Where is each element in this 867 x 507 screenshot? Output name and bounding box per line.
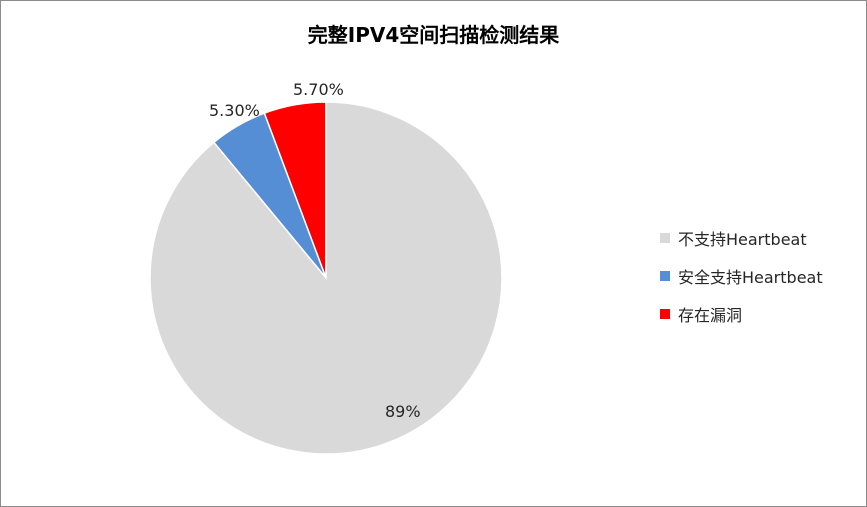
legend-item-2: 存在漏洞 [660,304,823,325]
legend-label-1: 安全支持Heartbeat [678,268,823,287]
legend-label-0: 不支持Heartbeat [678,230,807,249]
data-label-2: 5.70% [293,80,344,99]
data-label-0: 89% [385,402,421,421]
legend-swatch-1 [660,271,670,281]
legend-swatch-2 [660,309,670,319]
pie-data-labels: 89% 5.30% 5.70% [209,80,421,421]
chart-title: 完整IPV4空间扫描检测结果 [307,23,560,47]
pie-slices [149,101,503,455]
legend-swatch-0 [660,233,670,243]
legend: 不支持Heartbeat 安全支持Heartbeat 存在漏洞 [660,228,823,342]
data-label-1: 5.30% [209,101,260,120]
legend-label-2: 存在漏洞 [678,306,743,325]
legend-item-1: 安全支持Heartbeat [660,266,823,287]
pie-slice-0 [149,101,503,455]
legend-item-0: 不支持Heartbeat [660,228,823,249]
